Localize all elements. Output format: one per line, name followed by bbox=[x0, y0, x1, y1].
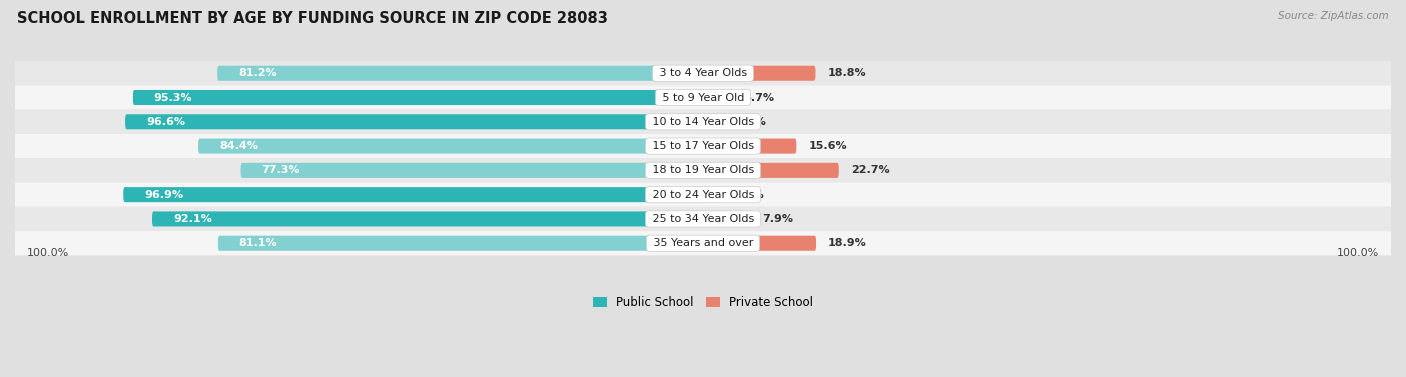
FancyBboxPatch shape bbox=[15, 231, 1391, 255]
Text: Source: ZipAtlas.com: Source: ZipAtlas.com bbox=[1278, 11, 1389, 21]
FancyBboxPatch shape bbox=[15, 207, 1391, 231]
FancyBboxPatch shape bbox=[198, 139, 703, 153]
Text: 100.0%: 100.0% bbox=[27, 248, 69, 258]
FancyBboxPatch shape bbox=[124, 187, 703, 202]
FancyBboxPatch shape bbox=[240, 163, 703, 178]
Text: SCHOOL ENROLLMENT BY AGE BY FUNDING SOURCE IN ZIP CODE 28083: SCHOOL ENROLLMENT BY AGE BY FUNDING SOUR… bbox=[17, 11, 607, 26]
FancyBboxPatch shape bbox=[218, 236, 703, 251]
FancyBboxPatch shape bbox=[703, 66, 815, 81]
Text: 4.7%: 4.7% bbox=[744, 92, 775, 103]
FancyBboxPatch shape bbox=[703, 90, 731, 105]
Text: 92.1%: 92.1% bbox=[173, 214, 212, 224]
FancyBboxPatch shape bbox=[15, 134, 1391, 158]
FancyBboxPatch shape bbox=[703, 163, 839, 178]
FancyBboxPatch shape bbox=[703, 187, 721, 202]
Text: 18 to 19 Year Olds: 18 to 19 Year Olds bbox=[648, 166, 758, 175]
FancyBboxPatch shape bbox=[15, 158, 1391, 182]
Text: 18.8%: 18.8% bbox=[828, 68, 866, 78]
Text: 84.4%: 84.4% bbox=[219, 141, 257, 151]
Legend: Public School, Private School: Public School, Private School bbox=[588, 291, 818, 314]
FancyBboxPatch shape bbox=[15, 182, 1391, 207]
Text: 3.1%: 3.1% bbox=[734, 190, 765, 200]
Text: 25 to 34 Year Olds: 25 to 34 Year Olds bbox=[648, 214, 758, 224]
FancyBboxPatch shape bbox=[15, 85, 1391, 110]
FancyBboxPatch shape bbox=[15, 110, 1391, 134]
Text: 96.6%: 96.6% bbox=[146, 117, 186, 127]
FancyBboxPatch shape bbox=[703, 236, 815, 251]
Text: 81.1%: 81.1% bbox=[239, 238, 277, 248]
FancyBboxPatch shape bbox=[217, 66, 703, 81]
Text: 95.3%: 95.3% bbox=[153, 92, 193, 103]
Text: 100.0%: 100.0% bbox=[1337, 248, 1379, 258]
FancyBboxPatch shape bbox=[152, 211, 703, 227]
Text: 81.2%: 81.2% bbox=[238, 68, 277, 78]
Text: 15.6%: 15.6% bbox=[808, 141, 846, 151]
Text: 7.9%: 7.9% bbox=[762, 214, 793, 224]
Text: 3 to 4 Year Olds: 3 to 4 Year Olds bbox=[655, 68, 751, 78]
FancyBboxPatch shape bbox=[703, 114, 723, 129]
Text: 15 to 17 Year Olds: 15 to 17 Year Olds bbox=[648, 141, 758, 151]
Text: 3.4%: 3.4% bbox=[735, 117, 766, 127]
Text: 5 to 9 Year Old: 5 to 9 Year Old bbox=[658, 92, 748, 103]
Text: 77.3%: 77.3% bbox=[262, 166, 299, 175]
Text: 20 to 24 Year Olds: 20 to 24 Year Olds bbox=[648, 190, 758, 200]
Text: 35 Years and over: 35 Years and over bbox=[650, 238, 756, 248]
FancyBboxPatch shape bbox=[125, 114, 703, 129]
FancyBboxPatch shape bbox=[703, 139, 796, 153]
FancyBboxPatch shape bbox=[703, 211, 751, 227]
FancyBboxPatch shape bbox=[132, 90, 703, 105]
FancyBboxPatch shape bbox=[15, 61, 1391, 85]
Text: 22.7%: 22.7% bbox=[851, 166, 890, 175]
Text: 96.9%: 96.9% bbox=[145, 190, 183, 200]
Text: 18.9%: 18.9% bbox=[828, 238, 866, 248]
Text: 10 to 14 Year Olds: 10 to 14 Year Olds bbox=[648, 117, 758, 127]
